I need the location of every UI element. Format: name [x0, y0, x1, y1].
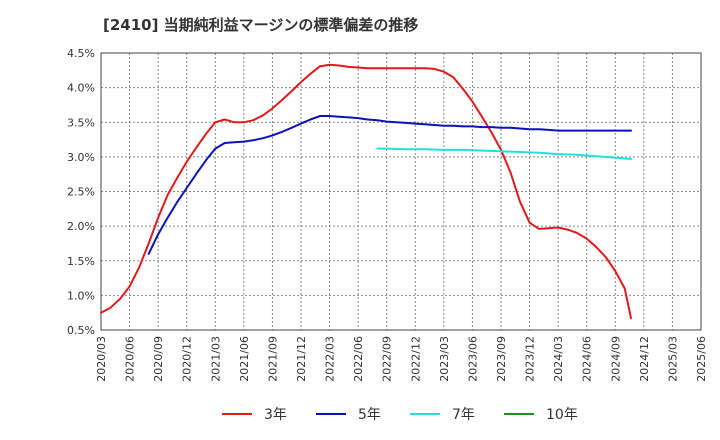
x-tick-label: 2021/03: [209, 336, 222, 382]
y-tick-label: 1.0%: [67, 289, 95, 302]
x-tick-label: 2025/03: [666, 336, 679, 382]
y-tick-label: 4.5%: [67, 47, 95, 60]
series-line-3年: [100, 63, 632, 320]
y-tick-label: 4.0%: [67, 82, 95, 95]
legend-label: 5年: [358, 407, 381, 423]
x-tick-label: 2022/06: [352, 336, 365, 382]
x-tick-label: 2022/09: [381, 336, 394, 382]
series-lines: [100, 63, 632, 320]
series-line-5年: [147, 115, 632, 255]
x-axis-ticks: 2020/03 2020/06 2020/09 2020/12 2021/03 2021/…: [95, 336, 708, 382]
x-tick-label: 2021/12: [295, 336, 308, 382]
x-tick-label: 2020/09: [152, 336, 165, 382]
y-axis-ticks: 0.5% 1.0% 1.5% 2.0% 2.5% 3.0% 3.5% 4.0% 4.5%: [67, 47, 95, 337]
series-line-7年: [376, 147, 632, 160]
y-tick-label: 3.0%: [67, 151, 95, 164]
x-tick-label: 2023/06: [466, 336, 479, 382]
chart-title: [2410] 当期純利益マージンの標準偏差の推移: [103, 16, 418, 34]
x-tick-label: 2024/03: [552, 336, 565, 382]
x-tick-label: 2025/06: [695, 336, 708, 382]
x-tick-label: 2023/12: [524, 336, 537, 382]
legend-label: 7年: [452, 407, 475, 423]
y-tick-label: 1.5%: [67, 255, 95, 268]
grid: [100, 52, 702, 331]
x-tick-label: 2020/03: [95, 336, 108, 382]
x-tick-label: 2020/06: [124, 336, 137, 382]
x-tick-label: 2020/12: [181, 336, 194, 382]
legend-label: 10年: [546, 407, 578, 423]
y-tick-label: 2.5%: [67, 186, 95, 199]
x-tick-label: 2024/06: [581, 336, 594, 382]
x-tick-label: 2022/12: [409, 336, 422, 382]
y-tick-label: 0.5%: [67, 324, 95, 337]
plot-frame: [100, 52, 702, 331]
legend: 3年 5年 7年 10年: [222, 407, 578, 423]
y-tick-label: 3.5%: [67, 116, 95, 129]
y-tick-label: 2.0%: [67, 220, 95, 233]
x-tick-label: 2022/03: [324, 336, 337, 382]
legend-label: 3年: [264, 407, 287, 423]
x-tick-label: 2024/09: [609, 336, 622, 382]
x-tick-label: 2021/09: [266, 336, 279, 382]
x-tick-label: 2023/03: [438, 336, 451, 382]
x-tick-label: 2023/09: [495, 336, 508, 382]
x-tick-label: 2024/12: [638, 336, 651, 382]
x-tick-label: 2021/06: [238, 336, 251, 382]
